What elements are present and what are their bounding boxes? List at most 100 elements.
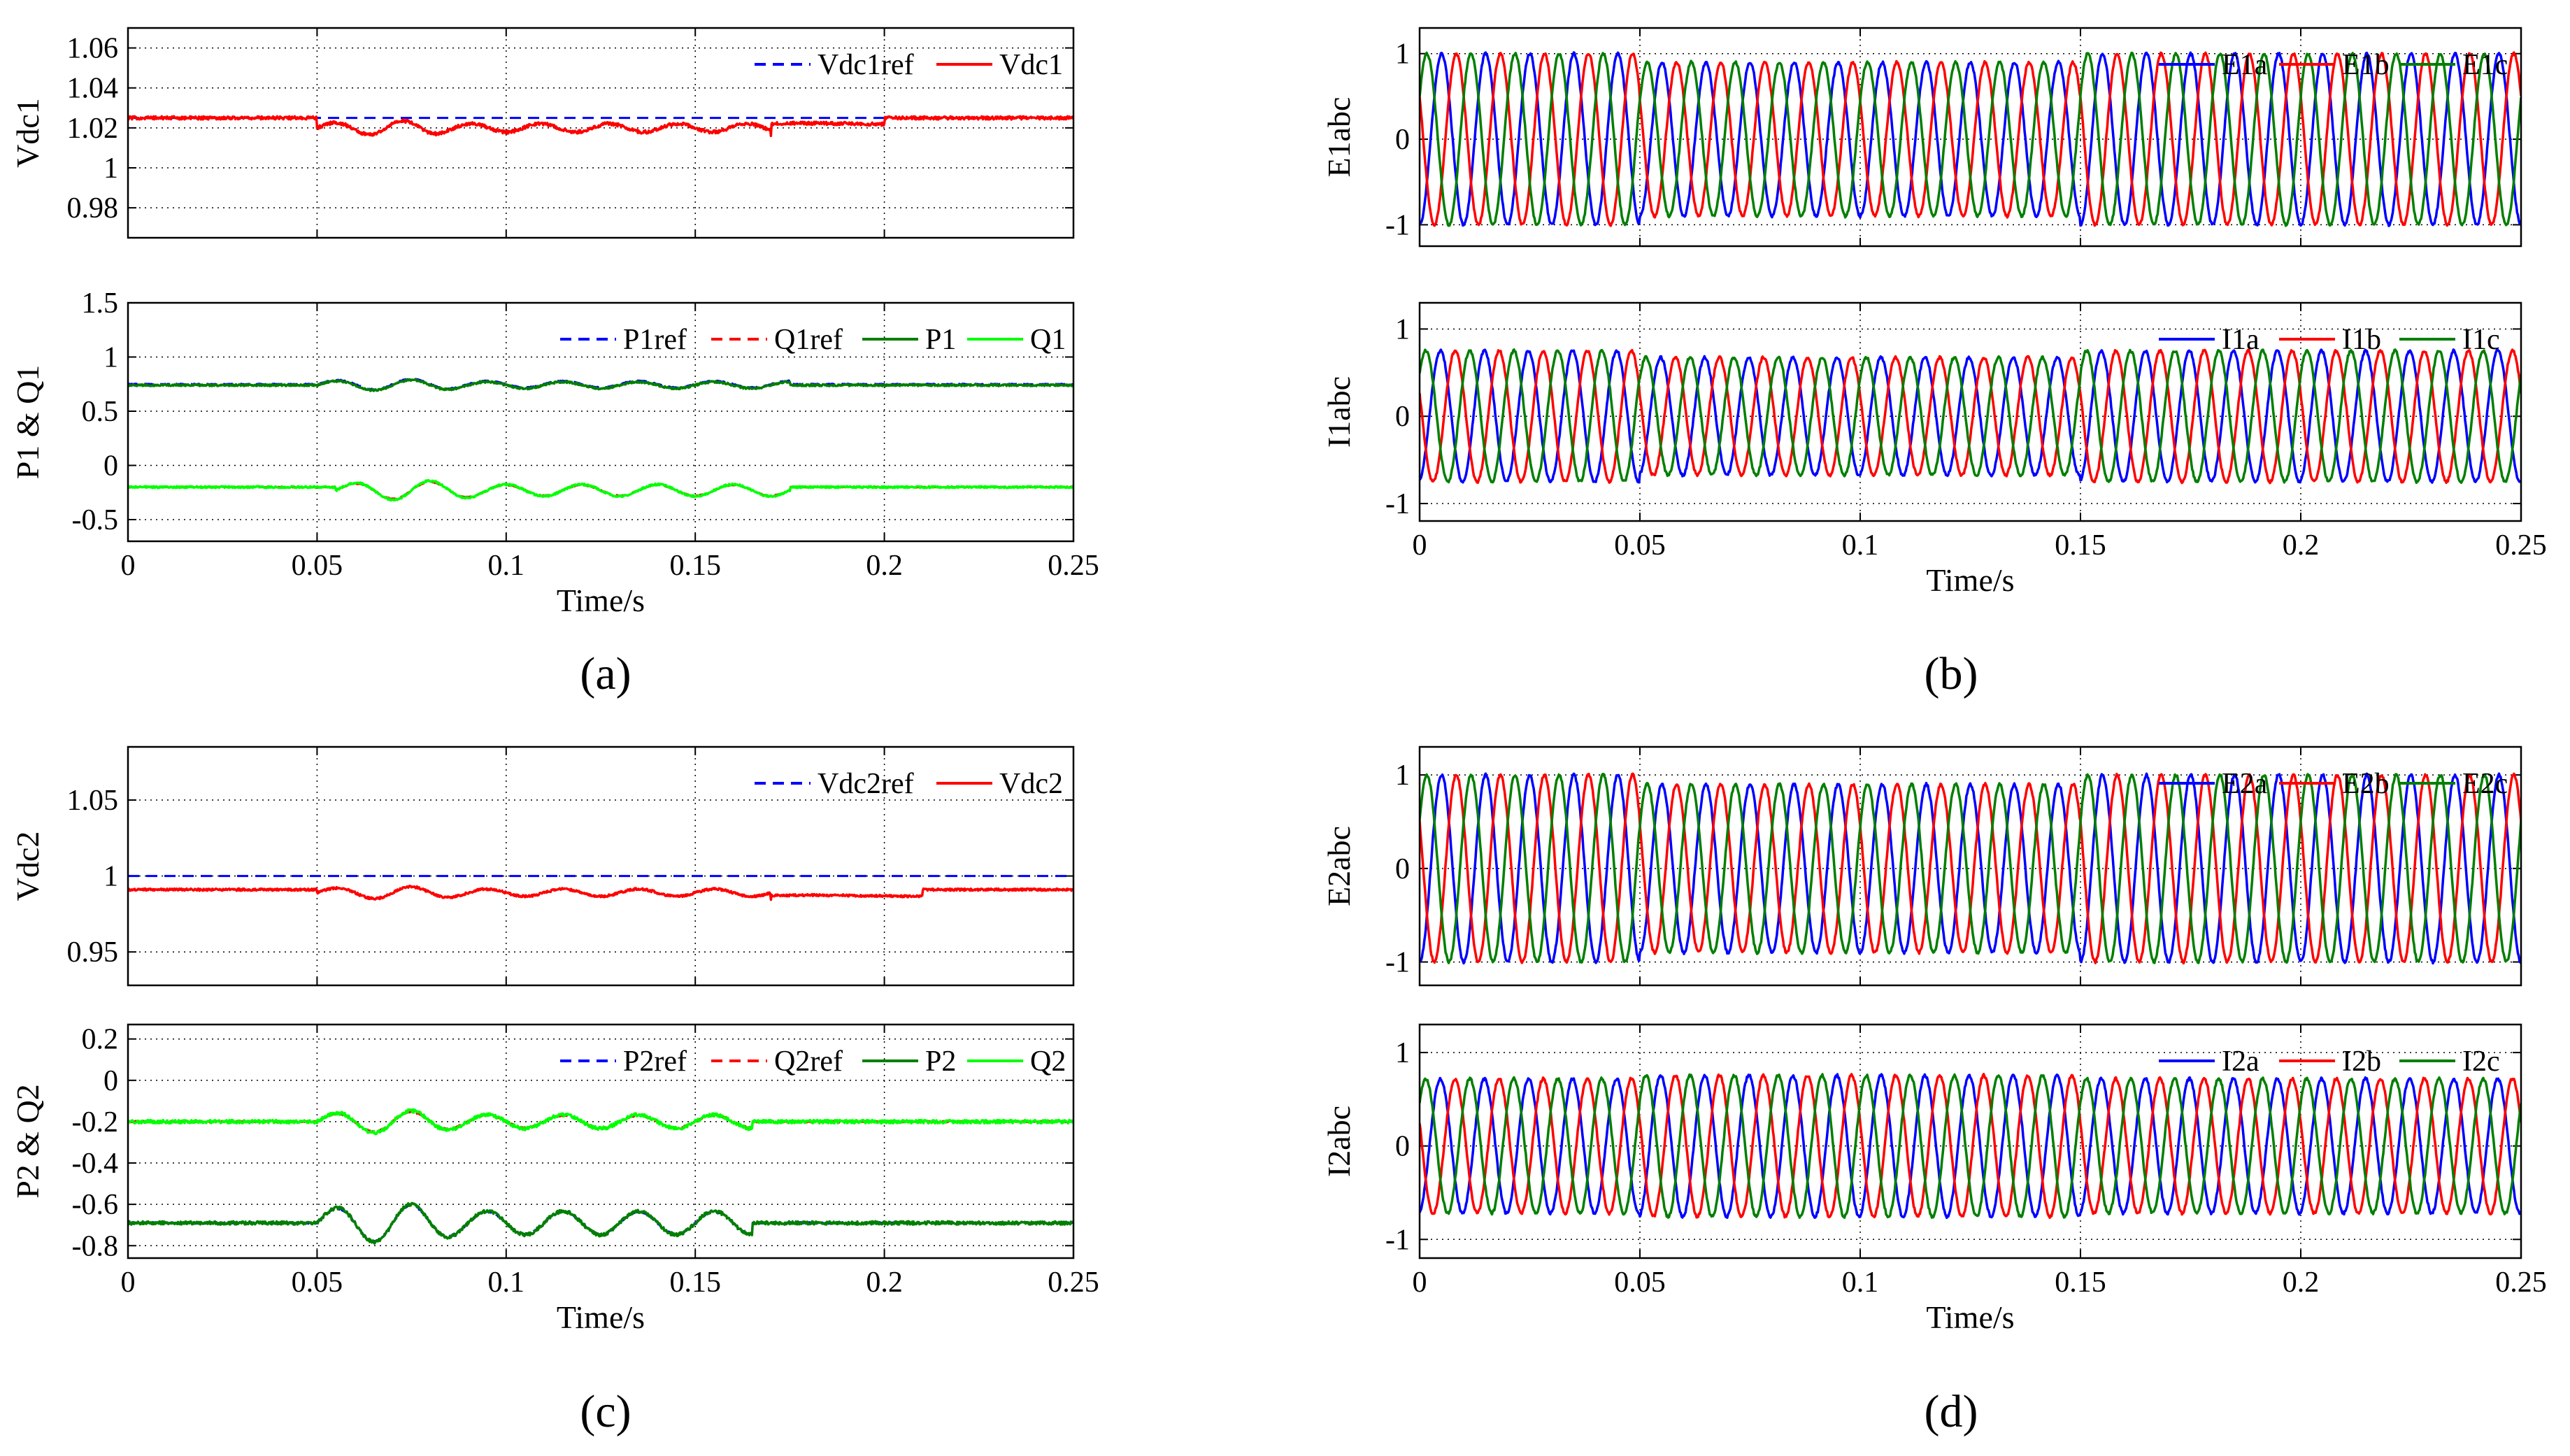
legend: Vdc2 Vdc2ref	[755, 768, 1063, 800]
legend: E1c E1b E1a	[2159, 49, 2508, 81]
legend-label-P2: P2	[925, 1045, 956, 1078]
legend: Q1 P1 Q1ref P1ref	[560, 324, 1066, 356]
y-tick-label: 0	[1395, 401, 1410, 433]
series-group	[128, 875, 1073, 901]
x-axis-label: Time/s	[1926, 562, 2014, 598]
y-tick-label: 0.98	[67, 192, 119, 224]
series-group	[1420, 1073, 2521, 1220]
y-tick-label: -0.8	[72, 1230, 119, 1262]
legend-label-E2b: E2b	[2342, 768, 2390, 800]
y-axis-label: Vdc2	[10, 832, 45, 901]
axes-frame	[1418, 1023, 2522, 1259]
y-tick-label: -0.4	[72, 1148, 119, 1180]
y-tick-label: 1	[103, 152, 118, 185]
series-E2c	[1420, 772, 2521, 964]
chart-e2: -1 0 1 E2c E2b E2a E2abc	[1321, 745, 2522, 987]
y-tick-label: 1	[103, 342, 118, 374]
axes-frame	[1418, 745, 2522, 987]
y-tick-label: 0.95	[67, 936, 119, 969]
legend-label-Vdc1ref: Vdc1ref	[818, 49, 914, 81]
y-tick-label: 0	[1395, 1131, 1410, 1163]
series-I1a	[1420, 348, 2521, 484]
legend-label-Vdc2: Vdc2	[999, 768, 1063, 800]
y-axis-label: Vdc1	[10, 98, 45, 168]
legend-label-Q1: Q1	[1030, 324, 1066, 356]
x-tick-label: 0.25	[2495, 529, 2547, 562]
series-group	[1420, 348, 2521, 485]
chart-vdc1: 0.98 1 1.02 1.04 1.06 Vdc1 Vdc1ref Vdc1	[10, 27, 1075, 239]
x-axis-label: Time/s	[557, 583, 645, 618]
legend: Q2 P2 Q2ref P2ref	[560, 1045, 1066, 1078]
chart-pq2: 0 0.05 0.1 0.15 0.2 0.25 -0.8 -0.6 -0.4 -0.2 0 0.2 Q…	[10, 1024, 1099, 1335]
series-Vdc2	[128, 884, 1073, 901]
chart-pq1: 0 0.05 0.1 0.15 0.2 0.25-0.500.511.5Q1P1Q1ref…	[10, 287, 1099, 618]
y-tick-label: 1.06	[67, 33, 119, 65]
y-tick-label: 1.02	[67, 113, 119, 145]
x-axis-label: Time/s	[1926, 1299, 2014, 1335]
series-I2c	[1420, 1073, 2521, 1219]
x-tick-label: 0.05	[292, 1266, 343, 1299]
y-tick-label: 0	[1395, 853, 1410, 885]
y-tick-label: -1	[1385, 488, 1410, 520]
x-tick-label: 0.25	[1048, 1266, 1099, 1299]
y-tick-label: 0.5	[82, 396, 119, 428]
series-P2	[128, 1201, 1073, 1245]
series-Vdc1	[128, 115, 1073, 138]
legend-label-E1c: E1c	[2462, 49, 2508, 81]
x-tick-label: 0.1	[1842, 529, 1879, 562]
y-tick-label: 0	[1395, 124, 1410, 156]
x-tick-label: 0.15	[2055, 1266, 2106, 1299]
x-tick-label: 0.1	[1842, 1266, 1879, 1299]
caption-c: (c)	[580, 1386, 631, 1437]
series-group	[128, 377, 1073, 502]
y-tick-label: -1	[1385, 947, 1410, 979]
y-axis-label: I2abc	[1321, 1106, 1357, 1177]
y-tick-label: 1	[1395, 38, 1410, 71]
y-axis-label: E1abc	[1321, 97, 1357, 178]
legend-label-I2b: I2b	[2342, 1045, 2381, 1078]
axes-frame	[127, 1023, 1075, 1259]
x-tick-label: 0	[121, 550, 136, 582]
y-tick-label: 0.2	[82, 1024, 119, 1056]
y-tick-label: 1.04	[67, 73, 119, 105]
legend-label-P1ref: P1ref	[623, 324, 687, 356]
x-tick-label: 0.15	[2055, 529, 2106, 562]
legend-label-I1c: I1c	[2462, 324, 2500, 356]
x-tick-label: 0.15	[669, 550, 721, 582]
chart-i1: 0 0.05 0.1 0.15 0.2 0.25-101 I1cI1bI1aI1abcTim…	[1321, 301, 2547, 598]
x-tick-label: 0	[121, 1266, 136, 1299]
y-axis-label: I1abc	[1321, 376, 1357, 448]
caption-a: (a)	[580, 648, 631, 699]
legend: Vdc1 Vdc1ref	[755, 49, 1063, 81]
legend-label-E2c: E2c	[2462, 768, 2508, 800]
series-P1	[128, 378, 1073, 392]
chart-i2: 0 0.05 0.1 0.15 0.2 0.25-101 I2cI2bI2aI2abcTim…	[1321, 1023, 2547, 1335]
series-group	[1420, 51, 2521, 227]
axes-frame	[127, 27, 1075, 239]
y-tick-label: -0.2	[72, 1106, 119, 1139]
chart-vdc2: 0.95 1 1.05 Vdc2 Vdc2ref Vdc2	[10, 745, 1075, 987]
series-Q2	[128, 1108, 1073, 1136]
series-group	[128, 115, 1073, 138]
legend-label-E2a: E2a	[2222, 768, 2268, 800]
y-tick-label: 1	[103, 861, 118, 893]
x-tick-label: 0.2	[2283, 1266, 2320, 1299]
x-tick-label: 0	[1413, 1266, 1427, 1299]
x-tick-label: 0.25	[1048, 550, 1099, 582]
legend: I1c I1b I1a	[2159, 324, 2500, 356]
x-axis-label: Time/s	[557, 1299, 645, 1335]
x-tick-label: 0.15	[669, 1266, 721, 1299]
x-tick-label: 0.05	[1614, 1266, 1666, 1299]
y-tick-label: -0.5	[72, 504, 119, 536]
x-tick-label: 0.05	[1614, 529, 1666, 562]
series-I2a	[1420, 1073, 2521, 1220]
legend-label-Q2: Q2	[1030, 1045, 1066, 1078]
x-tick-label: 0.2	[2283, 529, 2320, 562]
x-tick-label: 0.05	[292, 550, 343, 582]
x-tick-label: 0.2	[866, 550, 903, 582]
legend-label-E1a: E1a	[2222, 49, 2268, 81]
y-axis-label: P1 & Q1	[10, 365, 45, 480]
y-tick-label: 1	[1395, 759, 1410, 792]
